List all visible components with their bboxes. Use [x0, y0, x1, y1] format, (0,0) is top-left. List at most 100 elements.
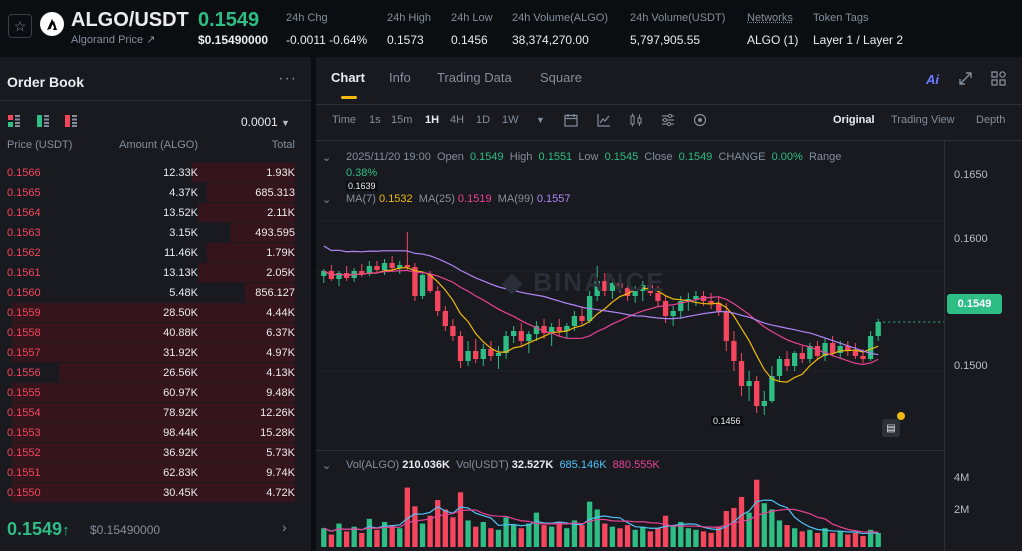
tab-square[interactable]: Square: [540, 70, 582, 85]
stat-networks-label[interactable]: Networks: [747, 12, 793, 24]
asset-price-link[interactable]: Algorand Price ↗: [71, 34, 156, 46]
candle: [738, 353, 745, 396]
ohlc-range-label: Range: [808, 151, 842, 163]
order-book-title: Order Book: [7, 74, 85, 90]
ask-total: 856.127: [255, 287, 295, 299]
ask-row[interactable]: 0.1555 60.97K 9.48K: [0, 383, 311, 403]
tick-size-select[interactable]: 0.0001 ▼: [241, 115, 290, 129]
candle: [845, 341, 851, 356]
view-both-icon[interactable]: [8, 115, 20, 127]
tab-info[interactable]: Info: [389, 70, 411, 85]
candle-body: [602, 281, 608, 291]
fullscreen-icon[interactable]: [959, 72, 972, 85]
stat-token-tags-value[interactable]: Layer 1 / Layer 2: [813, 33, 904, 47]
ask-row[interactable]: 0.1559 28.50K 4.44K: [0, 303, 311, 323]
volume-bar: [343, 531, 350, 547]
timeframe-1s[interactable]: 1s: [369, 114, 381, 126]
view-bids-icon[interactable]: [37, 115, 49, 127]
pair-title[interactable]: ALGO/USDT: [71, 9, 189, 31]
ask-row[interactable]: 0.1565 4.37K 685.313: [0, 183, 311, 203]
candle-body: [404, 265, 410, 267]
candle: [754, 376, 760, 413]
timeframe-1h[interactable]: 1H: [425, 114, 440, 126]
ask-row[interactable]: 0.1562 11.46K 1.79K: [0, 243, 311, 263]
volume-bar: [412, 506, 418, 547]
ma-collapse-icon[interactable]: ⌄: [322, 194, 332, 206]
candle-body: [708, 301, 714, 303]
candle-body: [321, 271, 327, 276]
stat-24h-low-label: 24h Low: [451, 12, 493, 24]
tab-chart[interactable]: Chart: [331, 70, 365, 85]
stat-24h-vol-usdt-value: 5,797,905.55: [630, 33, 701, 47]
ask-row[interactable]: 0.1552 36.92K 5.73K: [0, 443, 311, 463]
candlestick-chart[interactable]: [316, 141, 944, 450]
ohlc-low-label: Low: [578, 151, 599, 163]
more-timeframes-icon[interactable]: ▼: [536, 115, 545, 125]
calendar-icon[interactable]: [564, 113, 578, 127]
timeframe-1d[interactable]: 1D: [476, 114, 491, 126]
view-original[interactable]: Original: [833, 114, 875, 126]
ask-row[interactable]: 0.1553 98.44K 15.28K: [0, 423, 311, 443]
favorite-star-icon[interactable]: ☆: [8, 14, 32, 38]
candle-body: [685, 299, 691, 301]
ask-price: 0.1566: [7, 167, 41, 179]
ask-row[interactable]: 0.1556 26.56K 4.13K: [0, 363, 311, 383]
ask-row[interactable]: 0.1564 13.52K 2.11K: [0, 203, 311, 223]
candle-body: [564, 326, 570, 331]
ask-row[interactable]: 0.1560 5.48K 856.127: [0, 283, 311, 303]
candle-body: [412, 267, 418, 296]
ohlc-collapse-icon[interactable]: ⌄: [322, 152, 332, 164]
ai-icon[interactable]: Ai: [926, 72, 939, 87]
volume-bar: [389, 525, 395, 547]
timeframe-15m[interactable]: 15m: [391, 114, 413, 126]
depth-target-icon[interactable]: [693, 113, 707, 127]
ask-amount: 62.83K: [163, 467, 198, 479]
candle: [328, 265, 335, 281]
volume-bar: [435, 500, 441, 547]
tab-trading-data[interactable]: Trading Data: [437, 70, 512, 85]
ask-row[interactable]: 0.1554 78.92K 12.26K: [0, 403, 311, 423]
volume-bar: [807, 529, 813, 547]
volume-bar: [465, 520, 471, 547]
ask-amount: 12.33K: [163, 167, 198, 179]
ask-row[interactable]: 0.1551 62.83K 9.74K: [0, 463, 311, 483]
timeframe-1w[interactable]: 1W: [502, 114, 519, 126]
candle: [511, 326, 517, 343]
layout-grid-icon[interactable]: [991, 71, 1006, 86]
ask-row[interactable]: 0.1550 30.45K 4.72K: [0, 483, 311, 503]
more-options-icon[interactable]: ···: [278, 70, 297, 87]
ma99-line: [323, 245, 879, 356]
view-asks-icon[interactable]: [65, 115, 77, 127]
ask-row[interactable]: 0.1563 3.15K 493.595: [0, 223, 311, 243]
ask-row[interactable]: 0.1561 13.13K 2.05K: [0, 263, 311, 283]
depth-bar: [11, 443, 295, 462]
candle-body: [617, 283, 623, 288]
timeframe-time[interactable]: Time: [332, 114, 357, 126]
volume-bar: [716, 526, 722, 547]
col-total-header: Total: [271, 139, 295, 151]
ask-row[interactable]: 0.1558 40.88K 6.37K: [0, 323, 311, 343]
timeframe-4h[interactable]: 4H: [450, 114, 465, 126]
trade-history-icon[interactable]: ▤: [882, 419, 900, 437]
candle: [533, 321, 540, 341]
candle: [594, 266, 600, 301]
volume-bar: [754, 479, 760, 547]
ask-row[interactable]: 0.1557 31.92K 4.97K: [0, 343, 311, 363]
volume-bar: [746, 512, 752, 547]
view-trading-view[interactable]: Trading View: [891, 114, 955, 126]
candle: [548, 323, 555, 346]
indicator-chart-icon[interactable]: [597, 113, 611, 127]
candle: [374, 261, 380, 273]
candle-body: [457, 336, 464, 361]
candle: [419, 273, 426, 299]
candle-body: [845, 346, 851, 351]
ask-total: 685.313: [255, 187, 295, 199]
candle-style-icon[interactable]: [629, 113, 643, 127]
ask-row[interactable]: 0.1566 12.33K 1.93K: [0, 163, 311, 183]
vol-collapse-icon[interactable]: ⌄: [322, 460, 332, 472]
chart-settings-icon[interactable]: [661, 113, 675, 127]
volume-bar: [518, 528, 524, 547]
view-depth[interactable]: Depth: [976, 114, 1006, 126]
volume-bar: [321, 528, 327, 547]
chevron-right-icon[interactable]: ›: [282, 519, 287, 535]
